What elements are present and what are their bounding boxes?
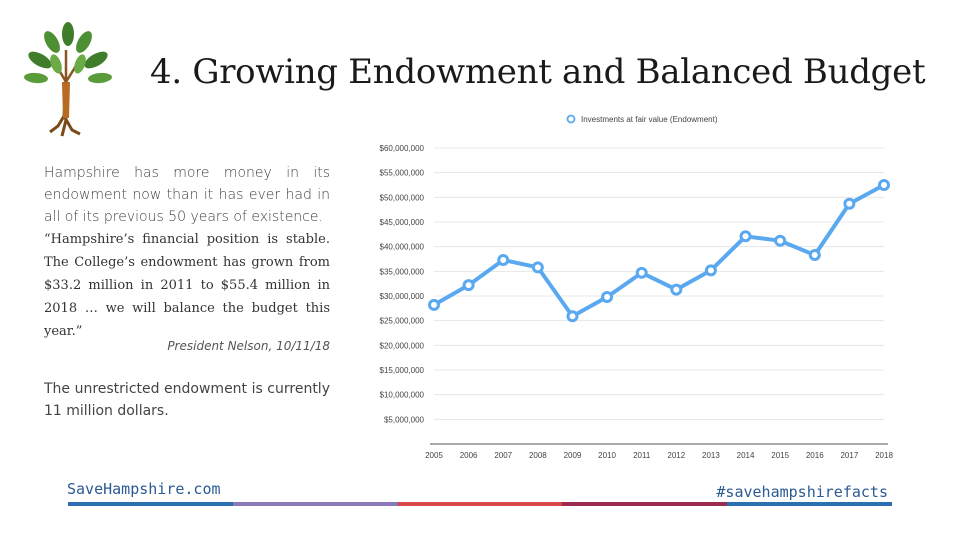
y-tick-label: $30,000,000 [380,292,425,301]
data-point [428,298,440,311]
footer-bar-segment [68,502,233,506]
legend-marker [566,114,576,124]
x-tick-label: 2010 [598,451,616,460]
data-point [739,230,752,243]
data-point [878,179,890,191]
y-tick-label: $15,000,000 [380,366,425,375]
x-tick-label: 2008 [529,451,547,460]
data-point [808,249,821,262]
footer-color-bar [68,502,892,506]
data-point [497,253,510,266]
y-tick-label: $45,000,000 [380,218,425,227]
x-tick-label: 2017 [840,451,858,460]
y-tick-label: $35,000,000 [380,267,425,276]
intro-paragraph: Hampshire has more money in its endowmen… [44,165,330,225]
tree-logo [24,22,112,137]
data-point [531,261,544,274]
x-tick-label: 2006 [460,451,478,460]
footer-site-link[interactable]: SaveHampshire.com [67,480,221,498]
x-tick-label: 2013 [702,451,720,460]
footer-bar-segment [727,502,892,506]
y-tick-label: $60,000,000 [380,144,425,153]
x-tick-label: 2007 [494,451,512,460]
footer-bar-segment [562,502,728,506]
footer-hashtag: #savehampshirefacts [716,483,888,501]
x-tick-label: 2005 [425,451,443,460]
x-tick-label: 2016 [806,451,824,460]
endowment-line-chart: Investments at fair value (Endowment) $5,… [380,114,893,460]
unrestricted-endowment-paragraph: The unrestricted endowment is currently … [44,381,330,419]
y-tick-label: $25,000,000 [380,317,425,326]
x-tick-label: 2011 [633,451,651,460]
x-tick-label: 2012 [667,451,685,460]
x-tick-label: 2009 [564,451,582,460]
x-tick-label: 2015 [771,451,789,460]
data-point [843,197,856,210]
data-point [670,283,683,296]
footer-bar-segment [232,502,398,506]
y-tick-label: $40,000,000 [380,243,425,252]
y-tick-label: $20,000,000 [380,341,425,350]
president-quote: “Hampshire’s financial position is stabl… [44,232,330,339]
y-tick-label: $5,000,000 [384,415,425,424]
data-point [635,266,648,279]
page-title: 4. Growing Endowment and Balanced Budget [150,52,926,92]
data-point [462,279,475,292]
x-tick-label: 2014 [737,451,755,460]
data-point [566,310,579,323]
data-point [704,264,717,277]
y-tick-label: $10,000,000 [380,391,425,400]
data-point [774,234,787,247]
quote-attribution: President Nelson, 10/11/18 [167,339,330,353]
legend-label: Investments at fair value (Endowment) [581,115,718,124]
data-point [601,290,614,303]
y-tick-label: $50,000,000 [380,193,425,202]
footer-bar-segment [397,502,563,506]
x-tick-label: 2018 [875,451,893,460]
y-tick-label: $55,000,000 [380,169,425,178]
